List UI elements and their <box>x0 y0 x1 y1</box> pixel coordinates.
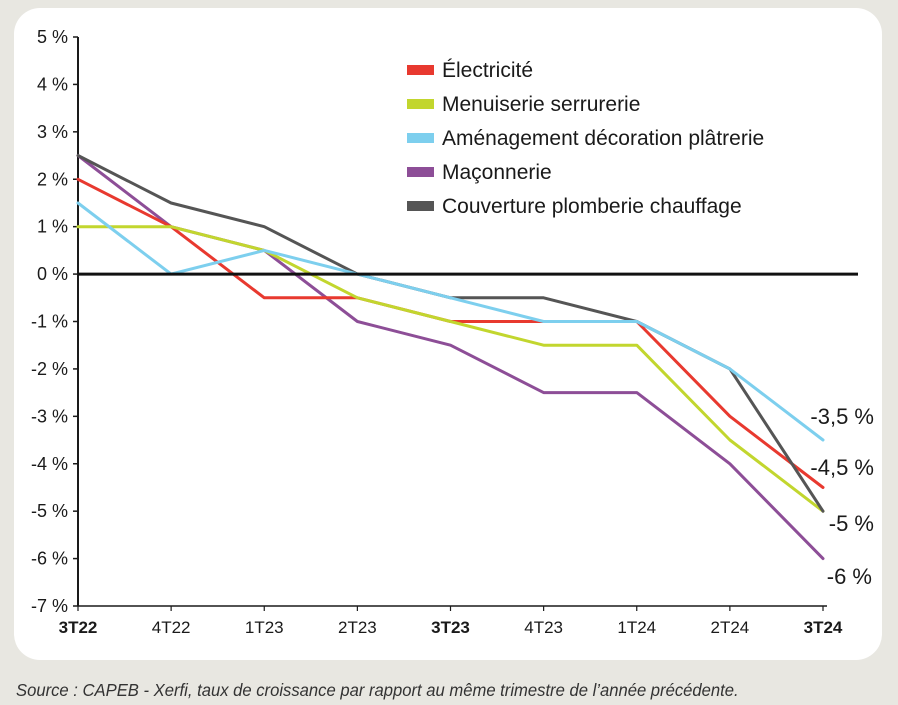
source-note: Source : CAPEB - Xerfi, taux de croissan… <box>16 680 739 700</box>
x-tick-label: 4T23 <box>524 618 563 637</box>
y-tick-label: -4 % <box>31 454 68 474</box>
legend-swatch <box>407 167 434 177</box>
x-tick-label: 2T23 <box>338 618 377 637</box>
y-tick-label: 3 % <box>37 122 68 142</box>
y-tick-label: -7 % <box>31 596 68 616</box>
series-line-2 <box>76 201 825 442</box>
series-line-1 <box>76 225 825 513</box>
end-label: -3,5 % <box>810 404 874 429</box>
legend-label: Électricité <box>442 59 533 82</box>
x-tick-label: 3T22 <box>59 618 98 637</box>
y-tick-label: 2 % <box>37 169 68 189</box>
chart-card <box>14 8 882 660</box>
y-tick-label: 5 % <box>37 27 68 47</box>
end-labels: -3,5 % -4,5 % -5 % -6 % <box>810 404 874 589</box>
x-tick-label: 1T23 <box>245 618 284 637</box>
axes: 5 % 4 % 3 % 2 % 1 % 0 % -1 % -2 % -3 % -4 % -5 % -6… <box>31 27 843 637</box>
legend-swatch <box>407 99 434 109</box>
x-tick-label: 2T24 <box>711 618 750 637</box>
legend: Électricité Menuiserie serrurerie Aménagem… <box>407 59 764 218</box>
y-tick-label: -5 % <box>31 501 68 521</box>
legend-label: Menuiserie serrurerie <box>442 93 640 116</box>
y-tick-label: 1 % <box>37 217 68 237</box>
x-tick-label: 4T22 <box>152 618 191 637</box>
legend-label: Couverture plomberie chauffage <box>442 195 742 218</box>
x-tick-label: 3T24 <box>804 618 843 637</box>
legend-swatch <box>407 65 434 75</box>
end-label: -4,5 % <box>810 455 874 480</box>
y-tick-label: 4 % <box>37 74 68 94</box>
y-tick-label: 0 % <box>37 264 68 284</box>
end-label: -5 % <box>829 511 874 536</box>
y-tick-label: -6 % <box>31 549 68 569</box>
legend-swatch <box>407 133 434 143</box>
legend-swatch <box>407 201 434 211</box>
legend-label: Aménagement décoration plâtrerie <box>442 127 764 150</box>
y-tick-label: -1 % <box>31 312 68 332</box>
legend-label: Maçonnerie <box>442 161 552 184</box>
x-tick-label: 3T23 <box>431 618 470 637</box>
y-tick-label: -2 % <box>31 359 68 379</box>
series-line-0 <box>76 177 825 489</box>
x-tick-label: 1T24 <box>617 618 656 637</box>
end-label: -6 % <box>827 564 872 589</box>
series-layer <box>76 154 825 561</box>
y-tick-label: -3 % <box>31 406 68 426</box>
